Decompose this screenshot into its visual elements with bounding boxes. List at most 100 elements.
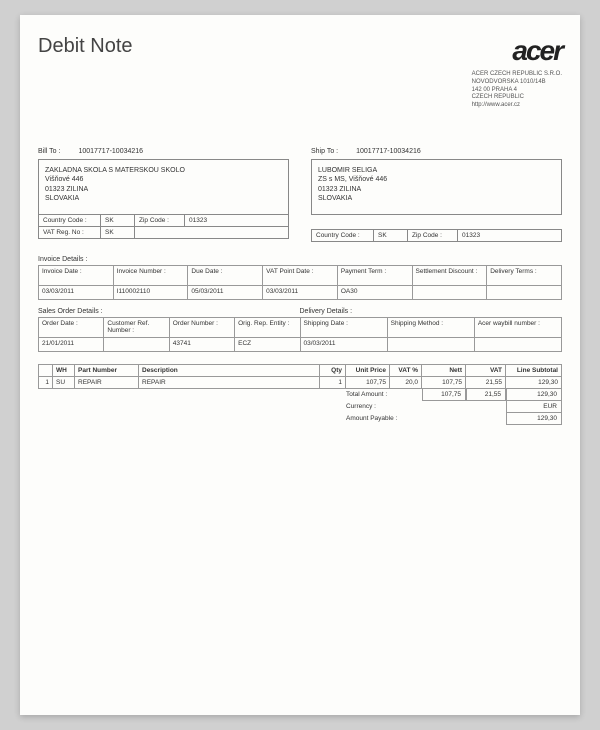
zip-label: Zip Code : (135, 215, 185, 226)
so-h: Order Number : (169, 317, 234, 337)
total-sub: 129,30 (506, 389, 562, 401)
so-v (104, 337, 169, 351)
company-info: ACER CZECH REPUBLIC S.R.O. NOVODVORSKA 1… (472, 71, 562, 110)
inv-v: 03/03/2011 (263, 285, 338, 299)
so-h: Customer Ref. Number : (104, 317, 169, 337)
vat-label: VAT Reg. No : (39, 227, 101, 238)
dd-v (474, 337, 561, 351)
address-row: Bill To : 10017717-10034216 ZAKLADNA SKO… (38, 148, 562, 242)
li-v: 107,75 (422, 376, 466, 388)
order-delivery-row: Sales Order Details : Order Date : Custo… (38, 300, 562, 352)
line-item-row: 1 SU REPAIR REPAIR 1 107,75 20,0 107,75 … (39, 376, 562, 388)
so-v: 43741 (169, 337, 234, 351)
li-v: REPAIR (75, 376, 139, 388)
li-v: 107,75 (346, 376, 390, 388)
li-v: 20,0 (390, 376, 422, 388)
ship-to-head: Ship To : 10017717-10034216 (311, 148, 562, 155)
totals-block: Total Amount : 107,75 21,55 129,30 Curre… (38, 389, 562, 425)
inv-v: OA30 (337, 285, 412, 299)
dd-h: Shipping Method : (387, 317, 474, 337)
inv-h: Due Date : (188, 265, 263, 285)
company-line: NOVODVORSKA 1010/14B (472, 79, 562, 87)
delivery-details-label: Delivery Details : (300, 308, 563, 315)
li-h: VAT % (390, 364, 422, 376)
li-v: SU (53, 376, 75, 388)
bill-addr1: Višňové 446 (45, 175, 282, 184)
country-code-label: Country Code : (312, 230, 374, 241)
delivery-details-table: Shipping Date : Shipping Method : Acer w… (300, 317, 563, 352)
bill-to-column: Bill To : 10017717-10034216 ZAKLADNA SKO… (38, 148, 289, 242)
inv-h: VAT Point Date : (263, 265, 338, 285)
company-line: CZECH REPUBLIC (472, 94, 562, 102)
dd-v (387, 337, 474, 351)
country-code-label: Country Code : (39, 215, 101, 226)
total-amount-label: Total Amount : (342, 389, 422, 401)
so-h: Orig. Rep. Entity : (235, 317, 300, 337)
ship-name: LUBOMIR SELIGA (318, 166, 555, 175)
acer-logo: acer (472, 35, 562, 67)
vat-val: SK (101, 227, 135, 238)
total-vat: 21,55 (466, 389, 506, 401)
company-line: 142 00 PRAHA 4 (472, 87, 562, 95)
inv-h: Payment Term : (337, 265, 412, 285)
inv-h: Settlement Discount : (412, 265, 487, 285)
company-line: http://www.acer.cz (472, 102, 562, 110)
bill-addr2: 01323 ZILINA (45, 185, 282, 194)
sales-order-label: Sales Order Details : (38, 308, 301, 315)
bill-to-label: Bill To : (38, 148, 60, 155)
currency-val: EUR (506, 401, 562, 413)
li-h: Qty (320, 364, 346, 376)
bill-vat-row: VAT Reg. No : SK (38, 227, 289, 239)
zip: 01323 (458, 230, 561, 241)
li-h: Line Subtotal (506, 364, 562, 376)
ship-addr1: ZS s MS, Višňové 446 (318, 175, 555, 184)
dd-h: Acer waybill number : (474, 317, 561, 337)
bill-to-box: ZAKLADNA SKOLA S MATERSKOU SKOLO Višňové… (38, 159, 289, 215)
li-h: Nett (422, 364, 466, 376)
so-v: ECZ (235, 337, 300, 351)
li-v: 1 (39, 376, 53, 388)
debit-note-page: Debit Note acer ACER CZECH REPUBLIC S.R.… (20, 15, 580, 715)
li-h: Unit Price (346, 364, 390, 376)
payable-val: 129,30 (506, 413, 562, 425)
ship-to-label: Ship To : (311, 148, 338, 155)
li-h: VAT (466, 364, 506, 376)
ship-addr2: 01323 ZILINA (318, 185, 555, 194)
line-items-table: WH Part Number Description Qty Unit Pric… (38, 364, 562, 389)
so-h: Order Date : (39, 317, 104, 337)
inv-v (487, 285, 562, 299)
li-v: REPAIR (139, 376, 320, 388)
total-nett: 107,75 (422, 389, 466, 401)
ship-country-row: Country Code : SK Zip Code : 01323 (311, 229, 562, 242)
bill-country-row: Country Code : SK Zip Code : 01323 (38, 215, 289, 227)
li-h: Part Number (75, 364, 139, 376)
li-h (39, 364, 53, 376)
company-line: ACER CZECH REPUBLIC S.R.O. (472, 71, 562, 79)
inv-v: 03/03/2011 (39, 285, 114, 299)
li-v: 21,55 (466, 376, 506, 388)
country-code: SK (101, 215, 135, 226)
li-h: Description (139, 364, 320, 376)
bill-name: ZAKLADNA SKOLA S MATERSKOU SKOLO (45, 166, 282, 175)
li-h: WH (53, 364, 75, 376)
dd-h: Shipping Date : (300, 317, 387, 337)
invoice-details-table: Invoice Date : Invoice Number : Due Date… (38, 265, 562, 300)
inv-h: Delivery Terms : (487, 265, 562, 285)
ship-to-id: 10017717-10034216 (356, 148, 421, 155)
ship-to-box: LUBOMIR SELIGA ZS s MS, Višňové 446 0132… (311, 159, 562, 215)
payable-label: Amount Payable : (342, 413, 422, 425)
li-v: 1 (320, 376, 346, 388)
inv-h: Invoice Number : (113, 265, 188, 285)
dd-v: 03/03/2011 (300, 337, 387, 351)
ship-to-column: Ship To : 10017717-10034216 LUBOMIR SELI… (311, 148, 562, 242)
country-code: SK (374, 230, 408, 241)
zip-label: Zip Code : (408, 230, 458, 241)
bill-to-head: Bill To : 10017717-10034216 (38, 148, 289, 155)
ship-addr3: SLOVAKIA (318, 194, 555, 203)
logo-block: acer ACER CZECH REPUBLIC S.R.O. NOVODVOR… (472, 35, 562, 110)
header: Debit Note acer ACER CZECH REPUBLIC S.R.… (38, 35, 562, 110)
doc-title: Debit Note (38, 35, 133, 58)
bill-to-id: 10017717-10034216 (78, 148, 143, 155)
sales-order-table: Order Date : Customer Ref. Number : Orde… (38, 317, 301, 352)
zip: 01323 (185, 215, 288, 226)
